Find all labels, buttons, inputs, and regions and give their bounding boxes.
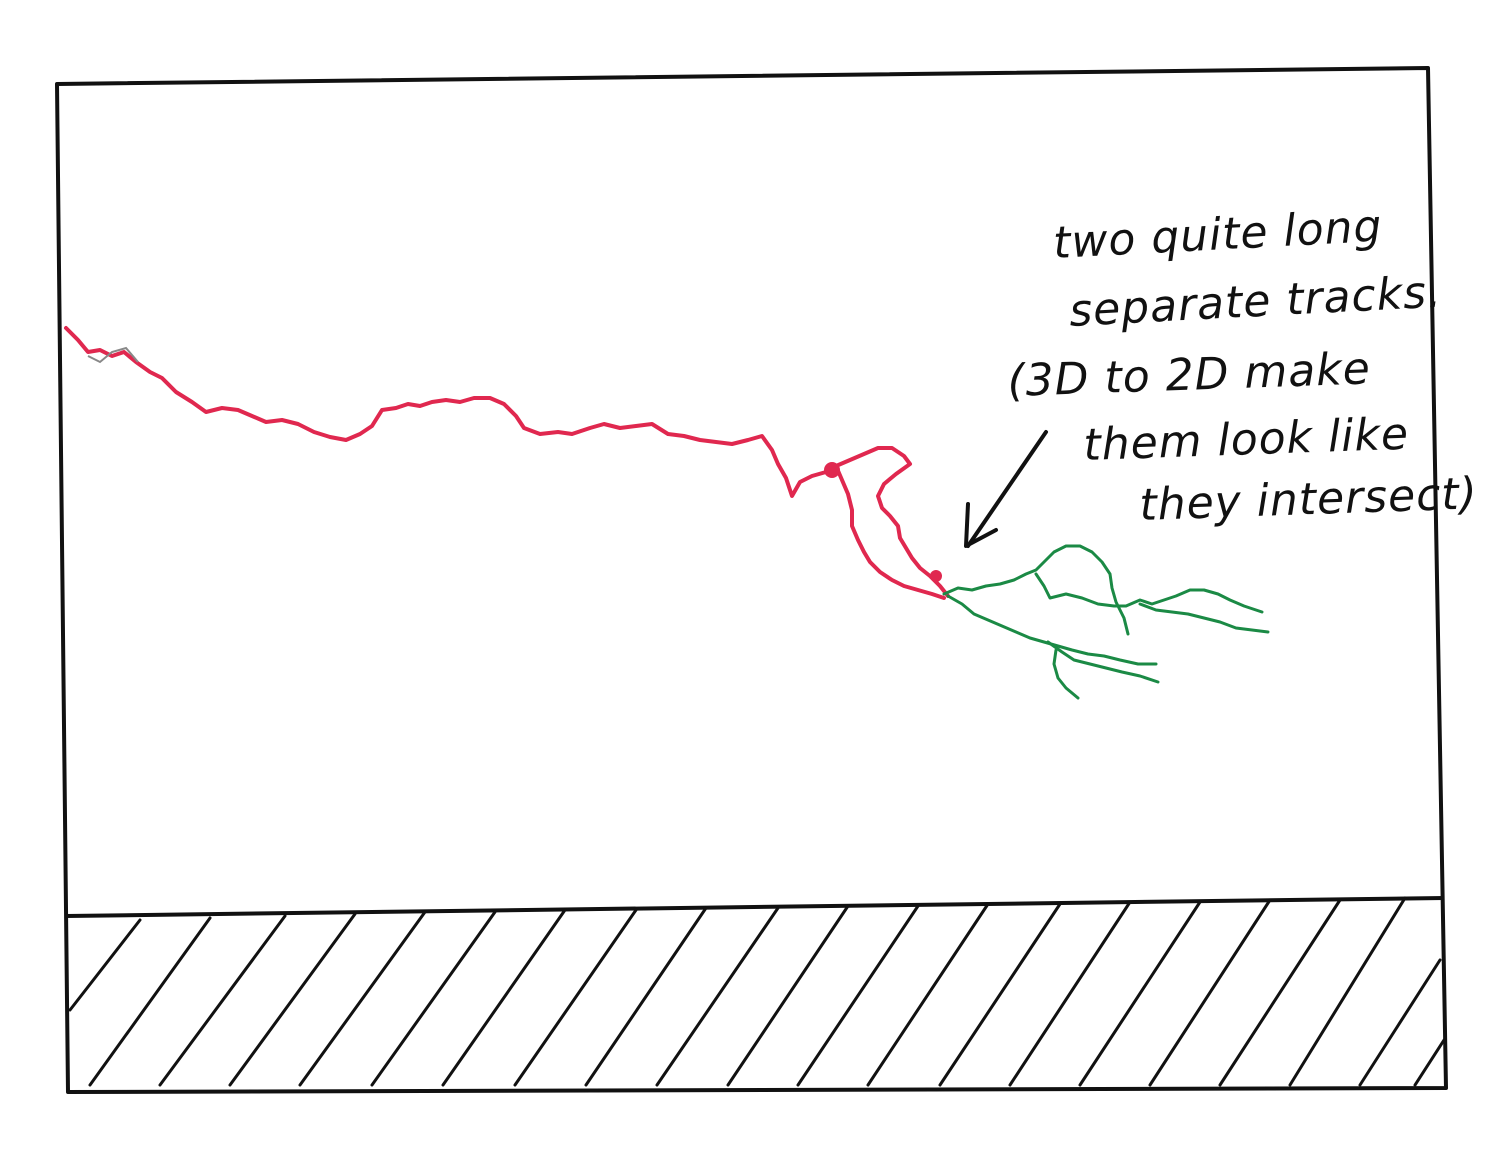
detector-frame <box>55 66 1448 1094</box>
green-track-lower-2 <box>1046 640 1160 684</box>
green-track-loop <box>1034 572 1264 614</box>
red-track <box>64 326 950 600</box>
annotation-arrow <box>964 430 1048 548</box>
red-track-branch <box>834 464 946 600</box>
green-track-lower <box>946 594 1158 666</box>
arrow-head <box>964 502 998 548</box>
grey-track-fragment <box>87 346 139 364</box>
annotation-text: two quite long separate tracks. (3D to 2… <box>1007 201 1479 531</box>
floor-region <box>65 896 1446 1087</box>
annotation-line-1: two quite long <box>1052 201 1384 269</box>
annotation-line-2: separate tracks. <box>1068 267 1443 337</box>
annotation-line-5: they intersect) <box>1139 468 1479 531</box>
arrow-shaft <box>966 430 1048 548</box>
annotation-line-4: them look like <box>1083 409 1410 471</box>
red-vertex-end <box>930 570 942 582</box>
annotation-line-3: (3D to 2D make <box>1007 343 1372 407</box>
red-vertex <box>824 462 840 478</box>
green-track-upper <box>942 544 1130 636</box>
green-track-mid <box>1138 602 1270 634</box>
floor-top-line <box>65 896 1445 918</box>
red-track-main <box>64 326 950 598</box>
green-track <box>942 544 1270 700</box>
green-track-tail <box>1052 648 1080 700</box>
floor-hatching <box>68 896 1446 1087</box>
